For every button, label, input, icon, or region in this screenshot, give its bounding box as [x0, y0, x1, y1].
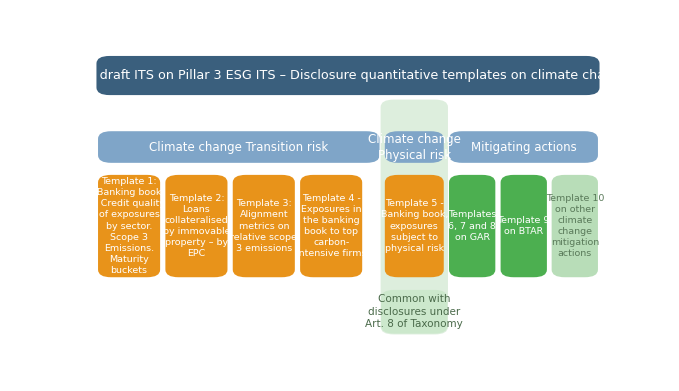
Text: Template 5 -
Banking book,
exposures
subject to
physical risk: Template 5 - Banking book, exposures sub… [381, 199, 448, 253]
Text: Mitigating actions: Mitigating actions [471, 140, 576, 154]
Text: Template 3:
Alignment
metrics on
relative scope
3 emissions: Template 3: Alignment metrics on relativ… [230, 199, 297, 253]
Text: Template 2:
Loans
collateralised
by immovable
property – by
EPC: Template 2: Loans collateralised by immo… [163, 194, 230, 258]
FancyBboxPatch shape [96, 56, 600, 95]
Text: Common with
disclosures under
Art. 8 of Taxonomy: Common with disclosures under Art. 8 of … [365, 294, 463, 329]
Text: Template 1:
Banking book
– Credit quality
of exposures
by sector.
Scope 3
Emissi: Template 1: Banking book – Credit qualit… [93, 177, 165, 275]
FancyBboxPatch shape [551, 175, 598, 277]
FancyBboxPatch shape [385, 131, 444, 163]
Text: Climate change
Physical risk: Climate change Physical risk [368, 133, 461, 161]
Text: Template 4 -
Exposures in
the banking
book to top
carbon-
intensive firms: Template 4 - Exposures in the banking bo… [296, 194, 367, 258]
FancyBboxPatch shape [500, 175, 547, 277]
Text: Template 9
on BTAR: Template 9 on BTAR [498, 216, 550, 236]
FancyBboxPatch shape [381, 290, 447, 334]
Text: Templates
6, 7 and 8
on GAR: Templates 6, 7 and 8 on GAR [448, 210, 496, 242]
FancyBboxPatch shape [166, 175, 227, 277]
FancyBboxPatch shape [300, 175, 362, 277]
FancyBboxPatch shape [449, 175, 495, 277]
Text: Template 10
on other
climate
change
mitigation
actions: Template 10 on other climate change miti… [546, 194, 604, 258]
FancyBboxPatch shape [233, 175, 295, 277]
FancyBboxPatch shape [98, 131, 380, 163]
FancyBboxPatch shape [449, 131, 598, 163]
FancyBboxPatch shape [98, 175, 160, 277]
FancyBboxPatch shape [381, 100, 448, 334]
FancyBboxPatch shape [385, 175, 444, 277]
Text: Climate change Transition risk: Climate change Transition risk [149, 140, 329, 154]
Text: Final draft ITS on Pillar 3 ESG ITS – Disclosure quantitative templates on clima: Final draft ITS on Pillar 3 ESG ITS – Di… [67, 69, 629, 82]
